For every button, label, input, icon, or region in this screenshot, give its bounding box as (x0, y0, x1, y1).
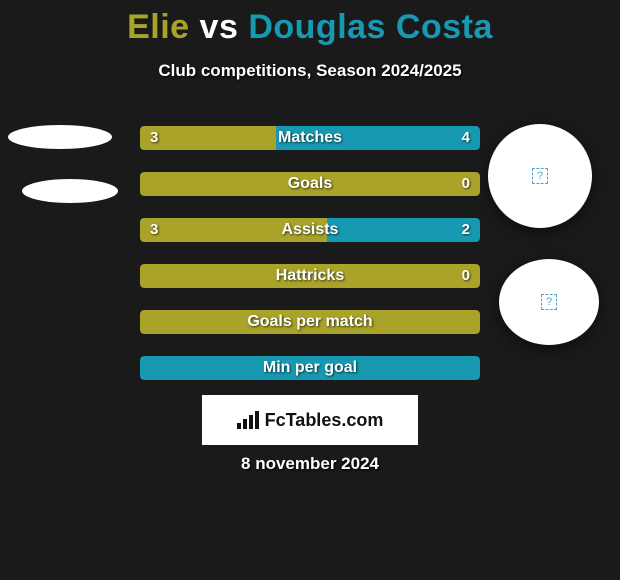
bar-value-left: 3 (140, 126, 168, 150)
avatar-ellipse-2 (22, 179, 118, 203)
bar-value-right: 0 (452, 264, 480, 288)
logo-bars-icon (237, 411, 259, 429)
bar-value-right: 0 (452, 172, 480, 196)
avatar-circle-2: ? (499, 259, 599, 345)
bar-value-left: 3 (140, 218, 168, 242)
stat-bar-row: Hattricks0 (140, 264, 480, 288)
bar-value-right: 4 (452, 126, 480, 150)
logo-bar (243, 419, 247, 429)
logo-text: FcTables.com (265, 410, 384, 431)
placeholder-icon: ? (541, 294, 557, 310)
logo-box: FcTables.com (202, 395, 418, 445)
stat-bars: Matches34Goals0Assists32Hattricks0Goals … (140, 126, 480, 402)
stat-bar-row: Matches3 4 (140, 126, 480, 150)
logo-bar (255, 411, 259, 429)
avatar-ellipse-1 (8, 125, 112, 149)
date-text: 8 november 2024 (0, 454, 620, 474)
bar-label: Assists (140, 218, 480, 242)
placeholder-icon: ? (532, 168, 548, 184)
logo-bar (237, 423, 241, 429)
bar-label: Goals (140, 172, 480, 196)
stat-bar-row: Assists3 2 (140, 218, 480, 242)
bar-value-right: 2 (452, 218, 480, 242)
stat-bar-row: Goals0 (140, 172, 480, 196)
vs-text: vs (200, 8, 239, 46)
player1-name: Elie (127, 8, 189, 46)
stat-bar-row: Goals per match (140, 310, 480, 334)
bar-label: Min per goal (140, 356, 480, 380)
stat-bar-row: Min per goal (140, 356, 480, 380)
subtitle: Club competitions, Season 2024/2025 (0, 61, 620, 81)
player2-name: Douglas Costa (248, 8, 493, 46)
bar-label: Hattricks (140, 264, 480, 288)
bar-label: Goals per match (140, 310, 480, 334)
logo-bar (249, 415, 253, 429)
comparison-title: Elie vs Douglas Costa (0, 0, 620, 47)
bar-label: Matches (140, 126, 480, 150)
avatar-circle-1: ? (488, 124, 592, 228)
